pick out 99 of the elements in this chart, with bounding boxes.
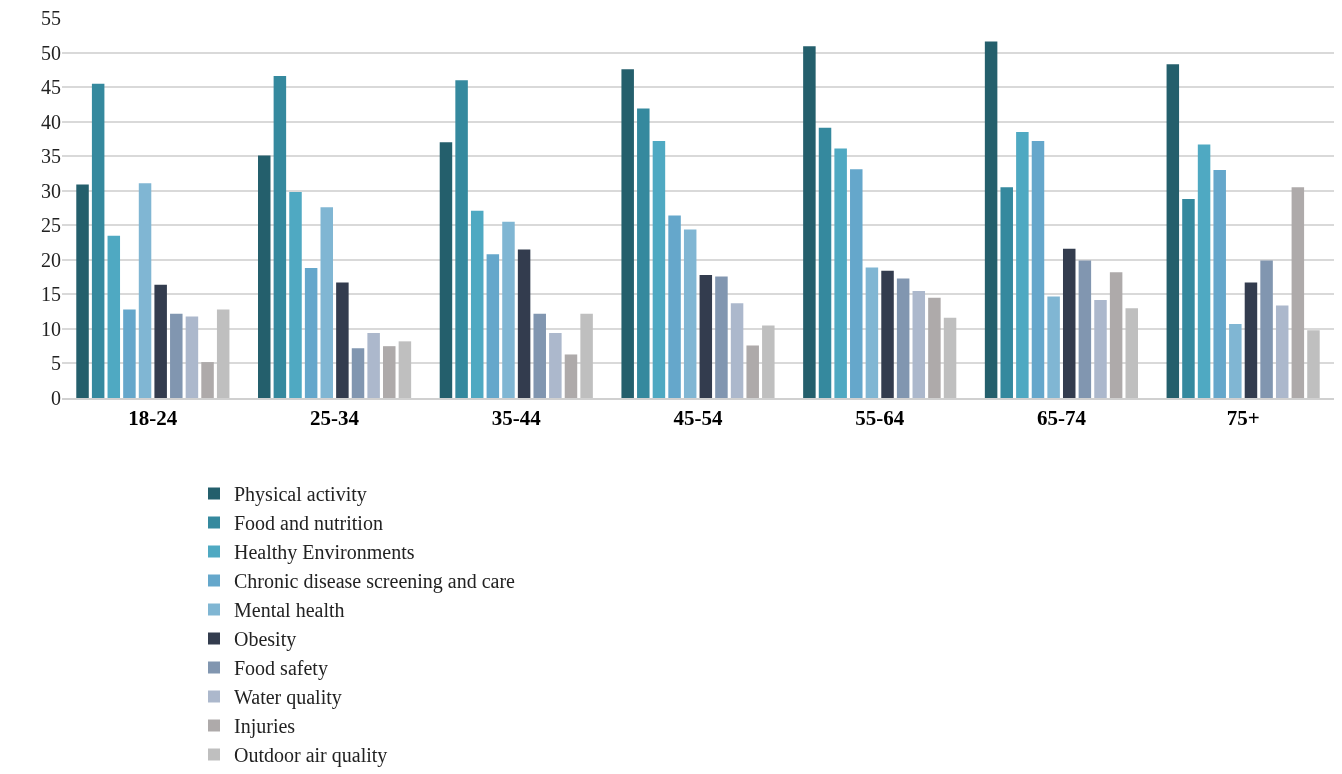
y-tick-label: 45 bbox=[41, 76, 61, 99]
bar bbox=[943, 317, 957, 398]
legend-label: Mental health bbox=[234, 599, 345, 622]
legend-label: Injuries bbox=[234, 715, 296, 739]
y-tick-label: 0 bbox=[51, 387, 61, 409]
bar bbox=[803, 46, 816, 398]
y-tick-label: 50 bbox=[41, 41, 61, 64]
legend-label: Food safety bbox=[234, 657, 328, 681]
y-tick-label: 10 bbox=[41, 317, 61, 340]
bar bbox=[1000, 187, 1013, 398]
bar bbox=[336, 282, 349, 398]
bar bbox=[637, 108, 650, 398]
bar bbox=[1062, 248, 1076, 398]
bar bbox=[699, 275, 713, 398]
bar bbox=[201, 362, 214, 398]
bar bbox=[170, 313, 183, 398]
legend-label: Obesity bbox=[234, 628, 297, 652]
bar bbox=[896, 278, 910, 398]
bar bbox=[470, 210, 484, 398]
bar bbox=[834, 148, 847, 398]
bar bbox=[216, 309, 230, 398]
bar bbox=[1244, 282, 1258, 398]
bar bbox=[621, 69, 634, 398]
bar bbox=[439, 142, 453, 398]
bar bbox=[1197, 144, 1211, 398]
bar bbox=[517, 249, 531, 398]
bar bbox=[1078, 260, 1092, 398]
bar bbox=[123, 309, 136, 398]
bar bbox=[762, 325, 775, 398]
x-tick-label: 35-44 bbox=[491, 406, 542, 431]
bar bbox=[91, 83, 105, 398]
bar bbox=[580, 313, 593, 398]
y-tick-label: 40 bbox=[41, 110, 61, 133]
x-tick-label: 18-24 bbox=[128, 406, 178, 431]
bar bbox=[273, 76, 287, 398]
bar bbox=[258, 155, 271, 398]
bar bbox=[1166, 64, 1180, 398]
bar bbox=[289, 192, 302, 398]
y-tick-label: 5 bbox=[51, 352, 61, 375]
legend-label: Chronic disease screening and care bbox=[234, 570, 516, 594]
bar bbox=[564, 354, 578, 398]
bar bbox=[138, 183, 152, 398]
bar bbox=[865, 267, 879, 398]
bar bbox=[455, 80, 468, 398]
bar bbox=[1291, 187, 1305, 398]
y-tick-label: 55 bbox=[41, 7, 61, 29]
x-tick-label: 75+ bbox=[1226, 406, 1260, 431]
bar bbox=[818, 127, 832, 398]
bar bbox=[1047, 296, 1060, 398]
bar bbox=[1125, 308, 1138, 398]
bar bbox=[850, 169, 863, 398]
bar bbox=[351, 348, 365, 398]
bar bbox=[1260, 260, 1273, 398]
legend-label: Healthy Environments bbox=[234, 541, 415, 565]
bar bbox=[383, 346, 396, 398]
bar bbox=[912, 290, 926, 398]
bar bbox=[154, 284, 167, 398]
bar bbox=[715, 276, 728, 398]
bar bbox=[984, 41, 998, 398]
y-tick-label: 15 bbox=[41, 283, 61, 306]
bar bbox=[1109, 272, 1123, 398]
bar bbox=[320, 207, 334, 398]
bar bbox=[668, 215, 681, 398]
y-tick-label: 25 bbox=[41, 214, 61, 237]
bar bbox=[304, 268, 318, 398]
bar bbox=[881, 270, 894, 398]
bar bbox=[1016, 132, 1029, 398]
bar bbox=[549, 333, 562, 398]
bar bbox=[1031, 140, 1045, 398]
bar bbox=[486, 254, 500, 398]
bar bbox=[367, 333, 380, 398]
bar bbox=[76, 184, 89, 398]
bar bbox=[107, 235, 121, 398]
bar bbox=[730, 303, 744, 398]
bar bbox=[502, 221, 515, 398]
y-tick-label: 30 bbox=[41, 179, 61, 202]
bar bbox=[1229, 324, 1242, 398]
bar bbox=[928, 297, 941, 398]
bar bbox=[1213, 170, 1226, 398]
bar bbox=[1275, 305, 1289, 398]
bar bbox=[1094, 299, 1107, 398]
legend-label: Water quality bbox=[234, 686, 342, 710]
bar bbox=[1182, 199, 1195, 398]
legend-label: Food and nutrition bbox=[234, 512, 383, 535]
bar bbox=[398, 341, 412, 398]
x-tick-label: 65-74 bbox=[1036, 406, 1087, 431]
x-tick-label: 55-64 bbox=[855, 406, 905, 431]
y-tick-label: 20 bbox=[41, 248, 61, 271]
x-tick-label: 45-54 bbox=[673, 406, 723, 431]
bar bbox=[746, 345, 759, 398]
x-tick-label: 25-34 bbox=[310, 406, 360, 431]
bar bbox=[185, 316, 199, 398]
bar bbox=[652, 140, 666, 398]
bar bbox=[1307, 330, 1320, 398]
y-tick-label: 35 bbox=[41, 145, 61, 168]
bar bbox=[683, 229, 697, 398]
legend-label: Outdoor air quality bbox=[234, 744, 388, 768]
bar bbox=[533, 313, 546, 398]
legend-label: Physical activity bbox=[234, 483, 367, 507]
